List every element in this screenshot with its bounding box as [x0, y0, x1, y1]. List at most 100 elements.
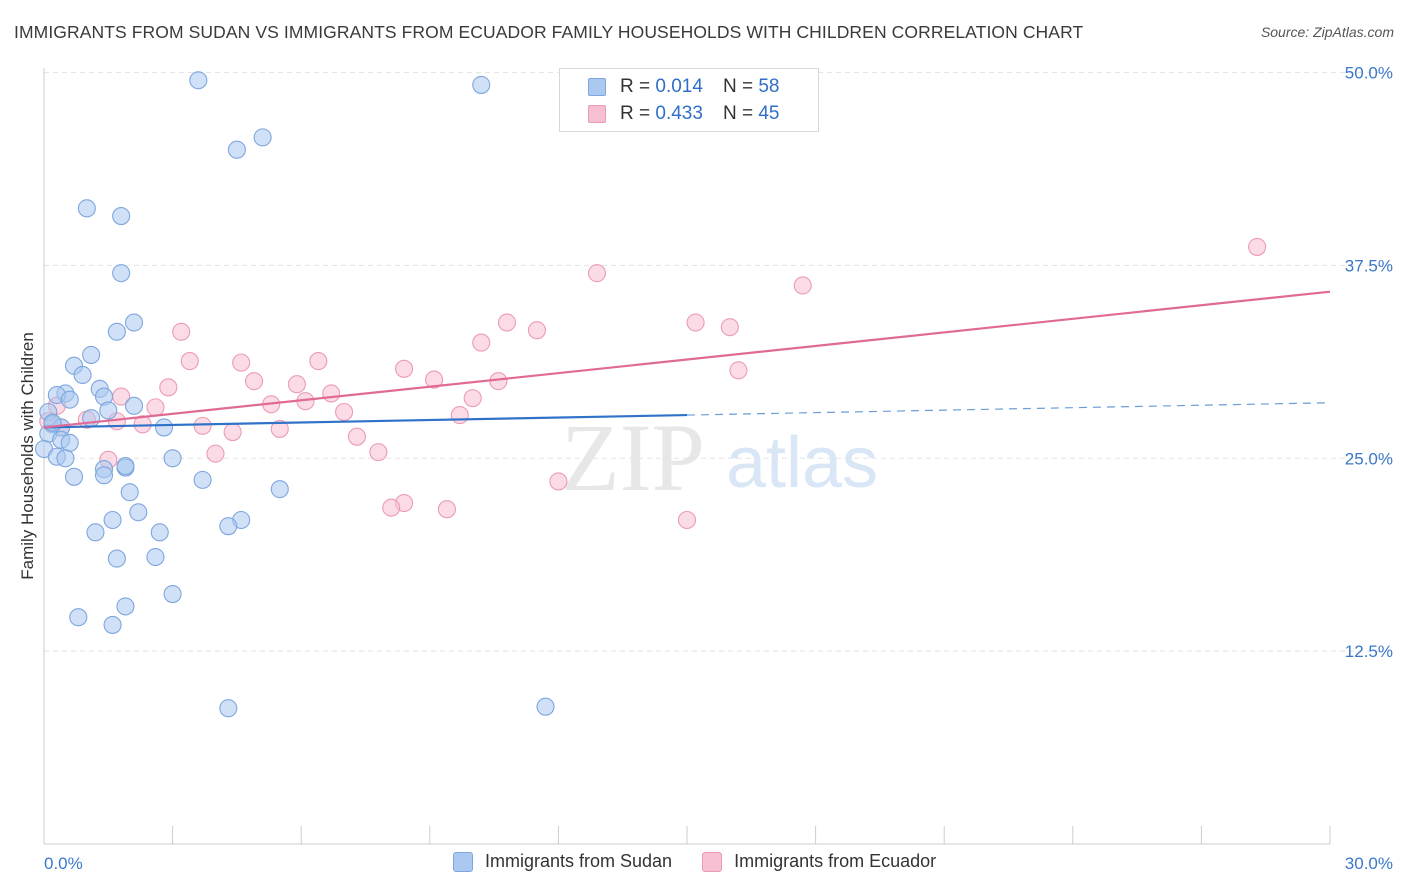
watermark: ZIP atlas: [561, 404, 878, 511]
sudan-point: [107, 549, 126, 568]
x-tick-label-min: 0.0%: [44, 854, 83, 873]
legend-r-label: R =: [620, 76, 651, 97]
series-legend: Immigrants from Sudan Immigrants from Ec…: [453, 851, 966, 872]
sudan-point: [129, 503, 148, 522]
sudan-point: [193, 470, 212, 489]
sudan-point: [219, 699, 238, 718]
ecuador-point: [497, 313, 517, 332]
sudan-points: [34, 71, 555, 718]
sudan-point: [56, 449, 75, 468]
sudan-point: [73, 365, 92, 385]
ecuador-point: [223, 423, 242, 442]
sudan-point: [536, 697, 555, 716]
sudan-point: [64, 467, 84, 486]
sudan-point: [112, 264, 131, 283]
ecuador-point: [270, 419, 289, 439]
y-tick-labels: 12.5% 25.0% 37.5% 50.0%: [1345, 64, 1393, 662]
ecuador-point: [193, 416, 212, 435]
legend-n-label: N =: [722, 103, 754, 124]
legend-item-ecuador[interactable]: Immigrants from Ecuador: [702, 851, 936, 872]
ecuador-point: [425, 370, 444, 389]
sudan-point: [124, 396, 144, 415]
chart-title: IMMIGRANTS FROM SUDAN VS IMMIGRANTS FROM…: [14, 22, 1084, 42]
legend-n-value: 58: [758, 76, 780, 97]
sudan-point: [86, 523, 105, 542]
sudan-trend-extension: [686, 402, 1331, 416]
ecuador-point: [395, 359, 414, 378]
legend-r-label: R =: [620, 103, 651, 124]
sudan-point: [163, 585, 182, 604]
ecuador-point: [232, 353, 251, 372]
correlation-legend: R = 0.014 N = 58 R = 0.433 N = 45: [559, 68, 819, 132]
ecuador-point: [450, 406, 469, 425]
sudan-point: [60, 433, 79, 452]
ecuador-point: [322, 384, 341, 403]
source-label: Source: ZipAtlas.com: [1260, 24, 1394, 40]
ecuador-point: [677, 510, 697, 530]
ecuador-point: [686, 313, 705, 332]
sudan-point: [189, 71, 208, 90]
ecuador-trend-line: [43, 290, 1331, 429]
trend-lines: [43, 290, 1331, 429]
sudan-point: [116, 456, 135, 476]
legend-label-sudan: Immigrants from Sudan: [485, 851, 673, 871]
sudan-point: [270, 480, 289, 499]
sudan-point: [77, 199, 96, 218]
sudan-point: [94, 466, 114, 485]
legend-item-sudan[interactable]: Immigrants from Sudan: [453, 851, 672, 872]
legend-n-label: N =: [722, 76, 754, 97]
legend-swatch-ecuador: [702, 851, 723, 872]
ecuador-point: [1248, 237, 1267, 256]
ecuador-point: [472, 333, 491, 352]
ecuador-point: [172, 322, 191, 341]
ecuador-point: [729, 361, 748, 380]
ecuador-point: [793, 276, 812, 295]
sudan-point: [112, 207, 131, 226]
watermark-zip: ZIP: [561, 404, 705, 511]
x-ticks: [43, 826, 1331, 844]
legend-r-value: 0.014: [655, 76, 703, 97]
sudan-point: [60, 390, 79, 409]
ecuador-point: [369, 443, 388, 462]
legend-swatch-sudan: [453, 851, 473, 872]
sudan-point: [107, 322, 126, 341]
sudan-point: [253, 128, 272, 147]
sudan-point: [472, 75, 491, 94]
x-tick-label-max: 30.0%: [1345, 854, 1393, 873]
sudan-point: [146, 547, 165, 567]
watermark-atlas: atlas: [726, 423, 878, 503]
sudan-point: [82, 345, 101, 364]
ecuador-point: [335, 402, 354, 422]
ecuador-point: [244, 372, 264, 391]
legend-n-value: 45: [758, 103, 780, 124]
sudan-point: [227, 140, 246, 159]
ecuador-point: [527, 321, 547, 340]
ecuador-point: [382, 498, 401, 517]
legend-row-sudan: R = 0.014 N = 58: [588, 75, 779, 99]
ecuador-point: [347, 427, 366, 446]
y-tick-label: 25.0%: [1345, 449, 1393, 468]
y-tick-label: 37.5%: [1345, 256, 1393, 275]
sudan-point: [124, 313, 144, 332]
ecuador-point: [287, 375, 306, 394]
legend-label-ecuador: Immigrants from Ecuador: [734, 851, 937, 871]
ecuador-point: [549, 472, 568, 491]
sudan-point: [103, 615, 122, 634]
ecuador-point: [437, 500, 456, 519]
sudan-point: [154, 418, 174, 437]
sudan-point: [116, 597, 135, 616]
sudan-point: [150, 523, 169, 542]
legend-swatch-ecuador: [588, 105, 606, 123]
ecuador-point: [720, 318, 739, 337]
ecuador-point: [463, 389, 482, 408]
sudan-point: [43, 413, 62, 432]
ecuador-point: [146, 398, 165, 417]
sudan-point: [163, 449, 182, 468]
sudan-point: [103, 510, 122, 530]
ecuador-point: [309, 352, 328, 371]
sudan-trend-line: [43, 413, 688, 429]
ecuador-point: [159, 378, 178, 397]
ecuador-point: [180, 352, 199, 371]
legend-row-ecuador: R = 0.433 N = 45: [588, 102, 779, 126]
